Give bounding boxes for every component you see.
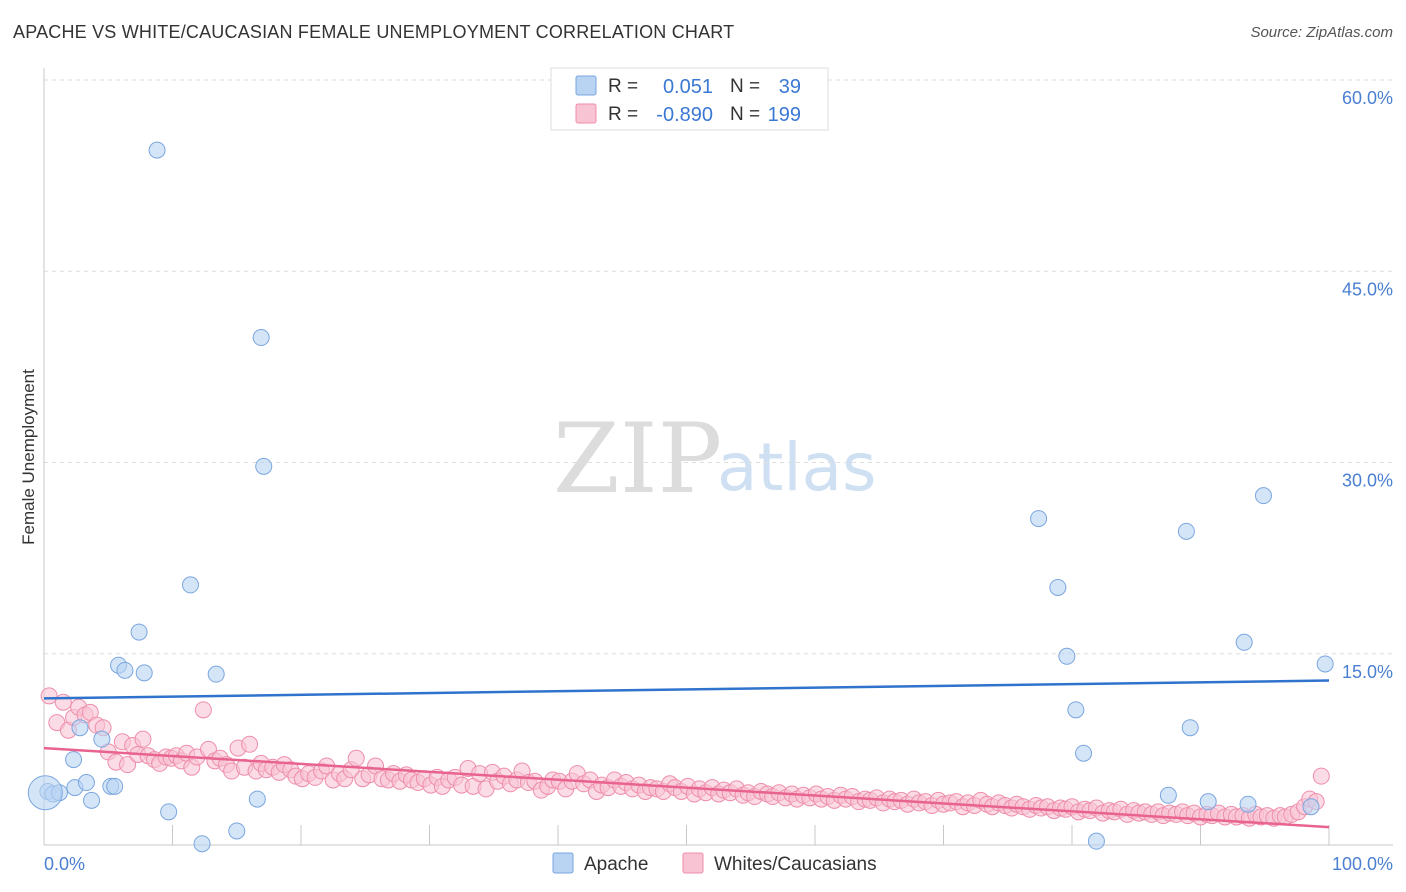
legend-swatch-apache bbox=[575, 75, 597, 96]
whites-caucasians-point-16 bbox=[134, 730, 152, 748]
legend-r-label-whites: R = bbox=[608, 104, 638, 125]
apache-trend-line bbox=[43, 679, 1330, 700]
x-ticks bbox=[172, 825, 1330, 845]
series-legend-swatch-apache bbox=[552, 852, 574, 874]
chart-title: APACHE VS WHITE/CAUCASIAN FEMALE UNEMPLO… bbox=[13, 22, 735, 42]
x-tick-label-min: 0.0% bbox=[44, 854, 85, 874]
chart-source: Source: ZipAtlas.com bbox=[1250, 24, 1393, 41]
apache-point-12 bbox=[116, 661, 134, 679]
watermark: ZIP atlas bbox=[553, 403, 877, 515]
series-legend-label-apache: Apache bbox=[584, 854, 648, 875]
apache-point-31 bbox=[1177, 522, 1195, 540]
apache-point-37 bbox=[1302, 798, 1320, 816]
series-legend-label-whites: Whites/Caucasians bbox=[714, 854, 877, 875]
legend-n-value-whites: 199 bbox=[768, 104, 801, 126]
legend-r-value-whites: -0.890 bbox=[656, 104, 713, 126]
apache-point-8 bbox=[93, 730, 111, 748]
apache-point-large bbox=[27, 775, 63, 811]
apache-point-20 bbox=[228, 822, 246, 840]
apache-point-16 bbox=[160, 803, 178, 821]
apache-point-29 bbox=[1087, 832, 1105, 850]
apache-point-27 bbox=[1067, 701, 1085, 719]
apache-point-26 bbox=[1058, 647, 1076, 665]
y-tick-labels: 15.0% 30.0% 45.0% 60.0% bbox=[1342, 88, 1393, 682]
whites-caucasians-point-35 bbox=[241, 735, 259, 753]
axes bbox=[43, 68, 1393, 846]
legend-n-value-apache: 39 bbox=[779, 76, 801, 98]
whites-caucasians-point-2 bbox=[54, 693, 72, 711]
apache-point-5 bbox=[71, 719, 89, 737]
apache-point-38 bbox=[1316, 655, 1334, 673]
apache-point-22 bbox=[252, 329, 270, 347]
y-tick-label-15: 15.0% bbox=[1342, 662, 1393, 682]
apache-point-25 bbox=[1049, 578, 1067, 596]
apache-point-19 bbox=[207, 665, 225, 683]
watermark-atlas: atlas bbox=[717, 429, 877, 506]
apache-point-10 bbox=[106, 777, 124, 795]
legend-r-label-apache: R = bbox=[608, 76, 638, 97]
apache-points bbox=[27, 141, 1334, 853]
apache-point-30 bbox=[1159, 786, 1177, 804]
y-tick-label-45: 45.0% bbox=[1342, 279, 1393, 299]
legend-n-label-whites: N = bbox=[730, 104, 760, 125]
apache-point-21 bbox=[248, 790, 266, 808]
series-legend-swatch-whites bbox=[682, 852, 704, 874]
apache-point-13 bbox=[130, 623, 148, 641]
whites-caucasians-point-13 bbox=[119, 756, 137, 774]
apache-point-32 bbox=[1181, 719, 1199, 737]
apache-point-35 bbox=[1239, 795, 1257, 813]
y-tick-label-30: 30.0% bbox=[1342, 471, 1393, 491]
whites-caucasians-points bbox=[40, 687, 1330, 827]
apache-point-34 bbox=[1235, 633, 1253, 651]
y-axis-label: Female Unemployment bbox=[19, 369, 38, 545]
grid-lines bbox=[44, 79, 1393, 655]
whites-caucasians-point-53 bbox=[347, 749, 365, 767]
apache-point-7 bbox=[83, 791, 101, 809]
apache-point-18 bbox=[193, 835, 211, 853]
apache-point-6 bbox=[77, 774, 95, 792]
whites-caucasians-point-0 bbox=[40, 687, 58, 705]
watermark-zip: ZIP bbox=[553, 403, 722, 515]
apache-point-33 bbox=[1199, 793, 1217, 811]
apache-point-15 bbox=[148, 141, 166, 159]
whites-caucasians-point-27 bbox=[194, 701, 212, 719]
apache-point-24 bbox=[1030, 510, 1048, 528]
series-legend: Apache Whites/Caucasians bbox=[552, 852, 877, 875]
apache-point-14 bbox=[135, 664, 153, 682]
whites-caucasians-point-211 bbox=[1312, 767, 1330, 785]
legend-box bbox=[550, 67, 829, 131]
legend-r-value-apache: 0.051 bbox=[663, 76, 713, 98]
correlation-legend: R = 0.051 N = 39 R = -0.890 N = 199 bbox=[550, 67, 829, 131]
y-tick-label-60: 60.0% bbox=[1342, 88, 1393, 108]
apache-point-3 bbox=[65, 751, 83, 769]
apache-point-28 bbox=[1075, 744, 1093, 762]
whites-caucasians-trend-line bbox=[43, 746, 1330, 829]
apache-point-17 bbox=[181, 576, 199, 594]
apache-point-23 bbox=[255, 457, 273, 475]
legend-swatch-whites bbox=[575, 103, 597, 124]
legend-n-label-apache: N = bbox=[730, 76, 760, 97]
x-tick-label-max: 100.0% bbox=[1332, 854, 1393, 874]
apache-point-36 bbox=[1254, 487, 1272, 505]
